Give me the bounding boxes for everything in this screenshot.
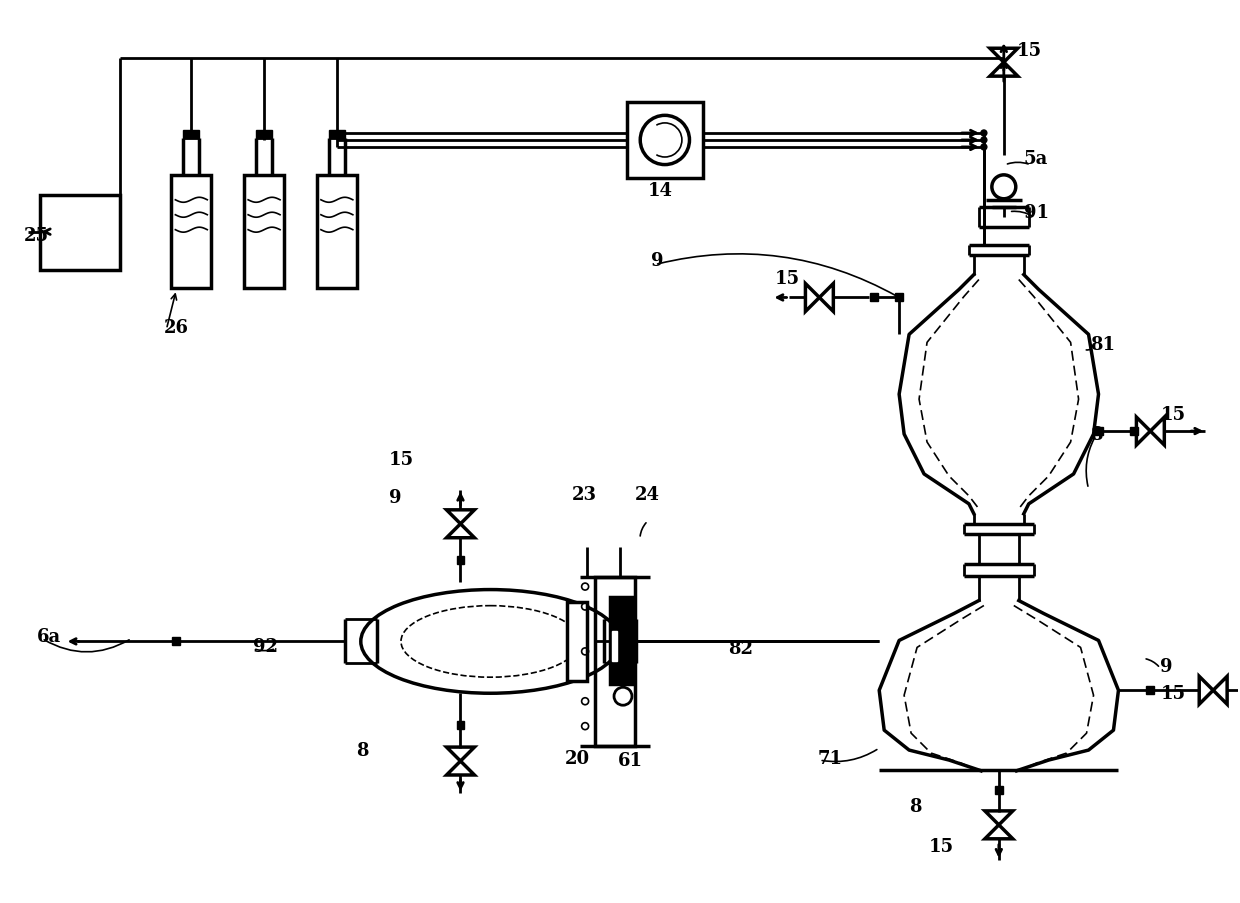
Text: 5a: 5a [1024,150,1048,168]
Text: 15: 15 [775,269,800,287]
Text: 15: 15 [1017,42,1042,61]
Text: 8: 8 [356,741,368,759]
Text: 20: 20 [565,749,590,768]
Bar [329,131,345,139]
Text: 8: 8 [1090,425,1104,443]
Text: 15: 15 [388,451,414,469]
Text: 15: 15 [1161,405,1185,424]
Bar [244,176,284,288]
Bar [1095,428,1102,435]
Bar [317,176,357,288]
Text: 9: 9 [388,489,402,507]
Circle shape [981,138,987,144]
Text: 81: 81 [1090,336,1116,354]
Bar [456,556,465,564]
Text: 14: 14 [649,182,673,200]
Text: 71: 71 [817,749,842,768]
Bar [870,294,878,303]
Text: 25: 25 [24,227,48,245]
Bar [994,787,1003,794]
Text: 91: 91 [1024,203,1049,221]
Bar [1131,428,1138,435]
Bar [171,176,211,288]
Text: 61: 61 [618,751,644,769]
Bar [567,602,587,682]
Text: 9: 9 [1161,657,1173,675]
Bar [172,638,180,646]
Text: 92: 92 [253,638,278,656]
Bar [895,294,903,303]
Text: 23: 23 [572,485,598,503]
Bar [40,196,119,270]
Circle shape [981,131,987,137]
Text: 8: 8 [909,797,921,815]
Circle shape [992,176,1016,200]
Text: 9: 9 [651,251,663,269]
Bar [1146,686,1154,694]
Bar [595,577,635,746]
Circle shape [640,116,689,165]
Bar [184,131,200,139]
Text: 82: 82 [728,639,753,657]
Text: 15: 15 [929,837,954,855]
Bar [627,103,703,179]
Text: 26: 26 [164,319,188,337]
Bar [610,597,632,684]
Bar [456,721,465,730]
Text: 6a: 6a [37,628,61,646]
Circle shape [981,144,987,151]
Bar [257,131,272,139]
Text: 24: 24 [635,485,660,503]
Bar [613,632,618,662]
Text: 15: 15 [1161,684,1185,703]
